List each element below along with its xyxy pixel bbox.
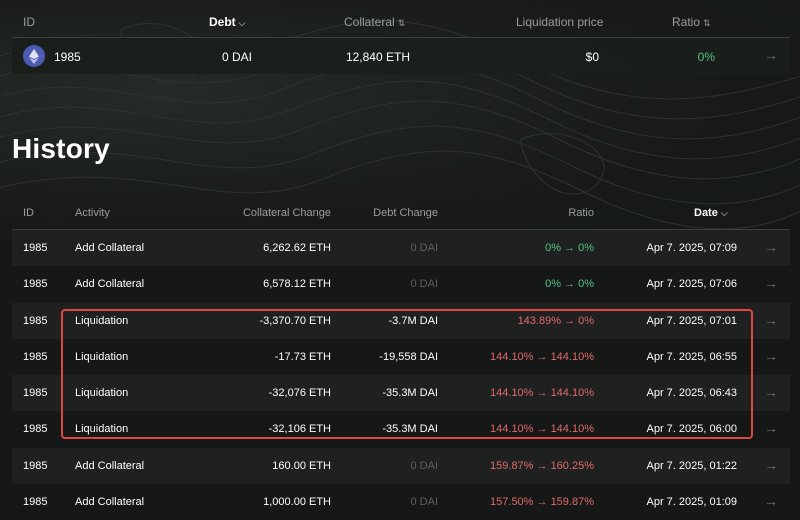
row-date: Apr 7. 2025, 07:01 xyxy=(646,314,737,327)
row-id: 1985 xyxy=(23,423,48,436)
row-activity: Add Collateral xyxy=(75,459,145,472)
arrow-right-icon[interactable]: → xyxy=(764,347,778,364)
col-header-debt[interactable]: Debt ⌵ xyxy=(209,15,246,29)
vault-debt: 0 DAI xyxy=(221,50,252,64)
row-id: 1985 xyxy=(23,278,48,291)
vault-table: ID Debt ⌵ Collateral ⇅ Liquidation price R… xyxy=(12,0,790,74)
history-table: ID Activity Collateral Change Debt Chang… xyxy=(12,196,790,520)
vault-id: 1985 xyxy=(54,50,81,64)
col-header-activity: Activity xyxy=(75,207,110,219)
col-header-ratio-label: Ratio xyxy=(672,15,701,29)
arrow-right-icon[interactable]: → xyxy=(764,384,778,401)
col-header-collateral-label: Collateral xyxy=(344,15,395,29)
row-activity: Add Collateral xyxy=(75,278,145,291)
row-ratio: 144.10% → 144.10% xyxy=(490,350,594,363)
arrow-right-icon[interactable]: → xyxy=(764,47,778,63)
table-row[interactable]: 1985 Liquidation -3,370.70 ETH -3.7M DAI 143… xyxy=(12,302,790,339)
table-row[interactable]: 1985 Add Collateral 160.00 ETH 0 DAI 159.87%… xyxy=(12,447,790,485)
col-header-liquidation-price: Liquidation price xyxy=(516,15,604,29)
vault-row[interactable]: 1985 0 DAI 12,840 ETH $0 0% → xyxy=(12,38,790,74)
row-ratio: 159.87% → 160.25% xyxy=(490,459,594,472)
row-collateral-change: -32,106 ETH xyxy=(268,423,331,436)
table-row[interactable]: 1985 Add Collateral 1,000.00 ETH 0 DAI 157.5… xyxy=(12,484,790,520)
row-debt-change: -35.3M DAI xyxy=(382,423,438,436)
sort-icon: ⇅ xyxy=(703,18,711,28)
col-header-collateral-change: Collateral Change xyxy=(242,207,331,219)
vault-table-header: ID Debt ⌵ Collateral ⇅ Liquidation price R… xyxy=(12,0,790,38)
table-row[interactable]: 1985 Add Collateral 6,262.62 ETH 0 DAI 0% → … xyxy=(12,230,790,267)
col-header-id: ID xyxy=(23,207,34,219)
row-id: 1985 xyxy=(23,350,48,363)
row-activity: Liquidation xyxy=(75,350,129,363)
row-debt-change: -19,558 DAI xyxy=(379,350,438,363)
arrow-right-icon[interactable]: → xyxy=(764,420,778,437)
row-debt-change: -3.7M DAI xyxy=(388,314,438,327)
col-header-date-label: Date xyxy=(694,207,718,219)
row-date: Apr 7. 2025, 07:09 xyxy=(646,242,737,254)
row-collateral-change: 160.00 ETH xyxy=(272,459,331,472)
row-collateral-change: 6,578.12 ETH xyxy=(263,278,331,291)
row-debt-change: 0 DAI xyxy=(410,242,438,254)
chevron-down-icon: ⌵ xyxy=(238,18,246,28)
table-row[interactable]: 1985 Liquidation -32,076 ETH -35.3M DAI 144.… xyxy=(12,375,790,412)
arrow-right-icon[interactable]: → xyxy=(764,275,778,292)
row-date: Apr 7. 2025, 06:00 xyxy=(646,423,737,436)
sort-icon: ⇅ xyxy=(397,18,406,28)
arrow-right-icon[interactable]: → xyxy=(764,493,778,510)
row-activity: Add Collateral xyxy=(75,496,145,509)
eth-icon xyxy=(23,45,45,67)
row-debt-change: -35.3M DAI xyxy=(382,387,438,400)
col-header-collateral[interactable]: Collateral ⇅ xyxy=(344,15,405,29)
row-debt-change: 0 DAI xyxy=(410,278,438,291)
arrow-right-icon[interactable]: → xyxy=(764,239,778,255)
row-id: 1985 xyxy=(23,459,48,472)
row-activity: Liquidation xyxy=(75,423,129,436)
row-collateral-change: -32,076 ETH xyxy=(268,387,331,400)
col-header-id: ID xyxy=(23,15,35,29)
vault-ratio: 0% xyxy=(697,50,715,64)
row-ratio: 0% → 0% xyxy=(545,242,594,254)
col-header-date[interactable]: Date ⌵ xyxy=(694,207,728,219)
row-ratio: 144.10% → 144.10% xyxy=(490,387,594,400)
arrow-right-icon[interactable]: → xyxy=(764,311,778,328)
row-id: 1985 xyxy=(23,387,48,400)
row-id: 1985 xyxy=(23,314,48,327)
row-date: Apr 7. 2025, 07:06 xyxy=(646,278,737,291)
row-date: Apr 7. 2025, 06:43 xyxy=(646,387,737,400)
row-date: Apr 7. 2025, 06:55 xyxy=(646,350,737,363)
chevron-down-icon: ⌵ xyxy=(720,208,728,218)
col-header-debt-label: Debt xyxy=(209,15,236,29)
row-debt-change: 0 DAI xyxy=(410,459,438,472)
arrow-right-icon[interactable]: → xyxy=(764,456,778,473)
row-id: 1985 xyxy=(23,496,48,509)
row-activity: Add Collateral xyxy=(75,242,145,254)
row-collateral-change: -17.73 ETH xyxy=(274,350,331,363)
col-header-ratio: Ratio xyxy=(568,207,594,219)
row-activity: Liquidation xyxy=(75,387,129,400)
col-header-ratio[interactable]: Ratio ⇅ xyxy=(672,15,711,29)
row-ratio: 157.50% → 159.87% xyxy=(490,496,594,509)
vault-liquidation-price: $0 xyxy=(585,50,599,64)
col-header-debt-change: Debt Change xyxy=(373,207,438,219)
row-debt-change: 0 DAI xyxy=(410,496,438,509)
vault-collateral: 12,840 ETH xyxy=(345,50,410,64)
row-collateral-change: -3,370.70 ETH xyxy=(259,314,331,327)
row-ratio: 144.10% → 144.10% xyxy=(490,423,594,436)
row-id: 1985 xyxy=(23,242,48,254)
row-ratio: 0% → 0% xyxy=(545,278,594,291)
page-title: History xyxy=(12,133,110,164)
row-collateral-change: 1,000.00 ETH xyxy=(263,496,331,509)
history-table-header: ID Activity Collateral Change Debt Chang… xyxy=(12,196,790,230)
table-row[interactable]: 1985 Add Collateral 6,578.12 ETH 0 DAI 0% → … xyxy=(12,266,790,302)
row-ratio: 143.89% → 0% xyxy=(517,314,594,327)
table-row[interactable]: 1985 Liquidation -17.73 ETH -19,558 DAI 144.… xyxy=(12,339,790,375)
row-date: Apr 7. 2025, 01:09 xyxy=(646,496,737,509)
history-rows: 1985 Add Collateral 6,262.62 ETH 0 DAI 0% → … xyxy=(12,230,790,520)
row-date: Apr 7. 2025, 01:22 xyxy=(646,459,737,472)
row-activity: Liquidation xyxy=(75,314,129,327)
row-collateral-change: 6,262.62 ETH xyxy=(263,242,331,254)
table-row[interactable]: 1985 Liquidation -32,106 ETH -35.3M DAI 144.… xyxy=(12,411,790,447)
